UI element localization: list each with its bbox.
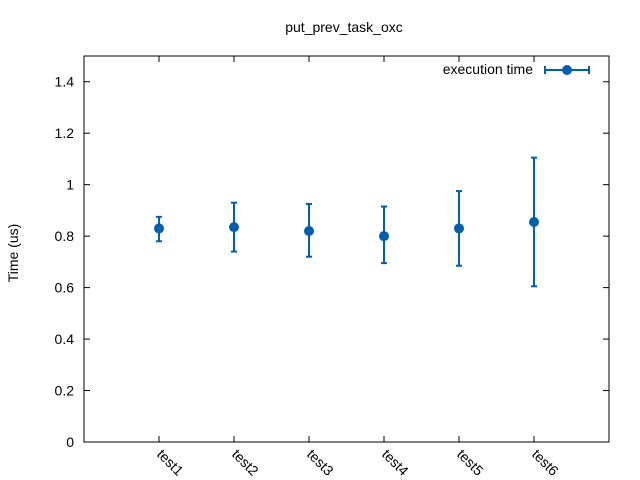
x-tick-label: test2 <box>229 446 262 479</box>
y-tick-label: 1.4 <box>55 74 75 90</box>
data-point <box>154 223 164 234</box>
y-tick-label: 1 <box>66 177 74 193</box>
data-point <box>229 222 239 233</box>
data-point <box>529 216 539 227</box>
x-axis: test1 test2 test3 test4 test5 test6 <box>154 56 562 479</box>
y-axis: 0 0.2 0.4 0.6 0.8 1 1.2 1.4 <box>55 74 609 450</box>
x-tick-label: test1 <box>154 446 187 479</box>
y-axis-label: Time (us) <box>5 224 21 283</box>
data-point <box>379 231 389 242</box>
x-tick-label: test6 <box>529 446 562 479</box>
y-tick-label: 0 <box>66 434 74 450</box>
legend-marker <box>562 65 572 75</box>
series-execution-time <box>154 156 539 288</box>
x-tick-label: test3 <box>304 446 337 479</box>
y-tick-label: 0.2 <box>55 383 75 399</box>
data-point <box>454 223 464 234</box>
data-point <box>304 225 314 236</box>
legend: execution time <box>443 61 590 77</box>
y-tick-label: 0.4 <box>55 331 75 347</box>
plot-frame <box>83 55 610 443</box>
chart-title: put_prev_task_oxc <box>285 19 403 35</box>
y-tick-label: 0.8 <box>55 228 75 244</box>
x-tick-label: test4 <box>379 446 412 479</box>
y-tick-label: 0.6 <box>55 280 75 296</box>
legend-label: execution time <box>443 61 533 77</box>
x-tick-label: test5 <box>454 446 487 479</box>
y-tick-label: 1.2 <box>55 125 75 141</box>
